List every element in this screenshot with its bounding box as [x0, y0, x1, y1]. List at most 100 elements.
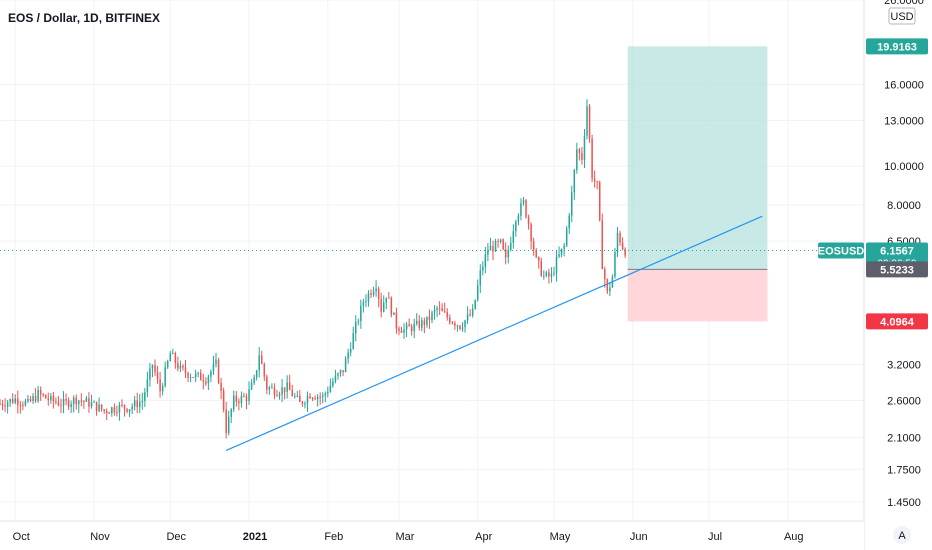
- candle: [555, 251, 558, 282]
- candle: [243, 392, 245, 398]
- candle: [281, 379, 283, 403]
- candle: [197, 371, 199, 378]
- candle: [75, 394, 77, 410]
- currency-badge[interactable]: [888, 7, 916, 25]
- candle: [553, 266, 555, 277]
- candle: [334, 369, 337, 384]
- candle: [443, 302, 446, 314]
- candle: [133, 395, 136, 411]
- candle: [583, 129, 586, 169]
- candle: [418, 314, 421, 331]
- target-price-label: 19.9163: [877, 41, 917, 53]
- candle: [410, 323, 413, 336]
- candle: [286, 375, 288, 399]
- target-zone[interactable]: [627, 46, 768, 270]
- candle: [321, 392, 324, 404]
- candle: [558, 246, 560, 259]
- candle: [344, 356, 347, 373]
- candle: [65, 393, 67, 406]
- candle: [431, 310, 433, 324]
- candle: [278, 391, 281, 400]
- candle: [598, 180, 601, 222]
- candle: [159, 371, 161, 398]
- stop-zone[interactable]: [627, 269, 768, 322]
- candle: [619, 230, 621, 246]
- candle: [382, 295, 385, 313]
- candle: [390, 296, 393, 318]
- y-tick-label: 16.0000: [884, 79, 924, 91]
- entry-price-label: 5.5233: [880, 264, 914, 276]
- candle: [522, 197, 525, 206]
- candle: [149, 362, 151, 387]
- candle: [571, 185, 573, 223]
- time-axis[interactable]: [0, 521, 864, 550]
- candle: [507, 245, 509, 264]
- candle: [482, 261, 484, 276]
- candle: [504, 242, 507, 265]
- candle: [527, 214, 530, 230]
- auto-scale-button[interactable]: [893, 526, 911, 544]
- position-tool[interactable]: [627, 46, 768, 322]
- candle: [131, 403, 133, 415]
- candle: [166, 359, 169, 369]
- candle: [497, 238, 499, 248]
- candle: [154, 359, 156, 376]
- candle: [250, 379, 253, 391]
- candle: [360, 299, 362, 329]
- candle: [499, 238, 502, 244]
- candle: [388, 292, 390, 299]
- candle: [212, 355, 215, 375]
- candle: [67, 397, 70, 411]
- candle: [17, 390, 19, 414]
- candle: [355, 315, 357, 342]
- candle: [253, 374, 255, 386]
- candle: [543, 270, 545, 280]
- price-axis-ticks: 26.000016.000013.000010.00008.00006.5000…: [884, 0, 924, 509]
- candle: [283, 387, 286, 400]
- candle: [576, 142, 578, 174]
- candle: [606, 278, 609, 294]
- candle: [314, 395, 316, 401]
- candle: [377, 286, 380, 308]
- candle: [545, 270, 548, 278]
- symbol-label: EOSUSD: [818, 246, 865, 258]
- candle: [339, 369, 342, 377]
- candle: [515, 219, 517, 237]
- candle: [29, 395, 32, 403]
- candle: [405, 321, 408, 338]
- time-axis-ticks: Oct Nov Dec 2021 Feb Mar Apr May Jun Jul Aug: [13, 531, 804, 543]
- candle: [276, 389, 278, 397]
- candle: [258, 347, 260, 378]
- candle: [141, 392, 144, 410]
- candle: [596, 180, 598, 190]
- candle: [398, 326, 400, 336]
- candle: [568, 213, 570, 235]
- candle: [301, 400, 304, 407]
- candle: [126, 408, 128, 414]
- candle: [581, 146, 583, 165]
- candle: [207, 374, 210, 390]
- candle: [367, 290, 370, 307]
- candle: [395, 307, 398, 334]
- candle: [255, 369, 258, 381]
- candle: [0, 399, 1, 405]
- candle: [235, 390, 238, 407]
- candle: [238, 398, 240, 411]
- candle: [202, 374, 205, 390]
- candle: [80, 393, 83, 407]
- y-tick-label: 26.0000: [884, 0, 924, 7]
- candle: [540, 257, 543, 277]
- candle: [139, 394, 141, 414]
- trendline[interactable]: [225, 215, 763, 452]
- candle: [436, 305, 438, 318]
- candle: [479, 264, 482, 293]
- candle: [14, 394, 17, 405]
- candle: [118, 401, 121, 421]
- candle: [362, 298, 365, 313]
- candle: [57, 395, 60, 407]
- candle: [164, 361, 166, 388]
- candle: [291, 384, 293, 397]
- candle: [217, 357, 220, 385]
- candle: [72, 395, 75, 413]
